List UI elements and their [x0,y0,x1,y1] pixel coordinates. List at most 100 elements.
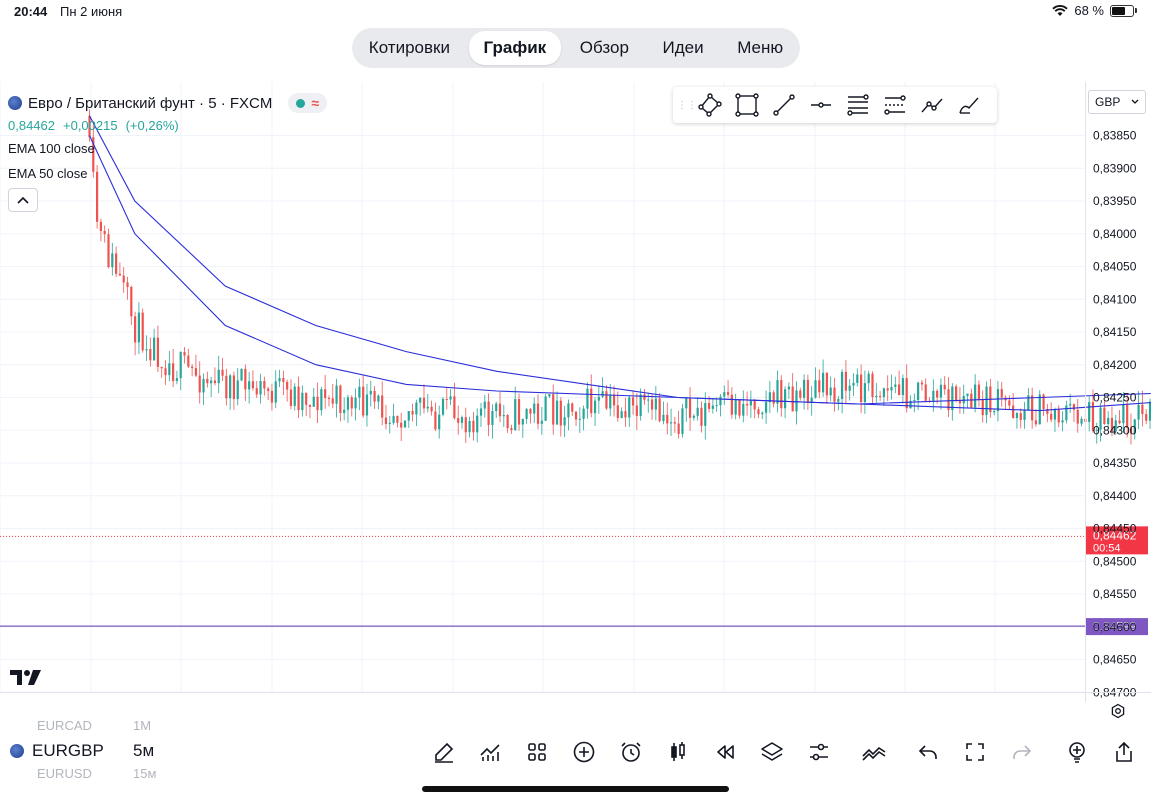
tab-quotes[interactable]: Котировки [368,38,450,57]
candle-body [1012,405,1015,419]
tab-overview[interactable]: Обзор [579,38,629,57]
candle [745,391,749,416]
interval-picker[interactable]: 5м [133,741,155,760]
candle [1031,387,1034,429]
candle-body [920,382,924,385]
path-tool-button[interactable] [691,87,728,123]
horizontal-ray-tool-button[interactable] [802,87,839,123]
candle-body [130,286,133,317]
candle-body [274,381,277,403]
candle-body [1076,409,1079,424]
candle [236,368,239,406]
candle [183,346,186,364]
parallel-channel-icon [883,95,906,115]
rectangle-tool-button[interactable] [728,87,765,123]
compare-button[interactable] [570,738,598,766]
object-tree-button[interactable] [758,738,786,766]
candle-body [191,366,194,369]
candle [426,393,429,413]
auto-fit-button[interactable] [860,738,888,766]
projection-tool-button[interactable] [913,87,950,123]
alert-button[interactable] [617,738,645,766]
candle-body [909,400,912,409]
indicators-button[interactable] [476,738,504,766]
candle [327,395,331,407]
parallel-channel-tool-button[interactable] [876,87,913,123]
candle [1145,408,1148,425]
drag-handle-icon[interactable]: ⋮⋮ [677,99,697,111]
ideas-button[interactable] [1063,738,1091,766]
candle-body [282,378,285,382]
legend-title-row[interactable]: Евро / Британский фунт · 5 · FXCM ≈ [8,92,328,114]
candle [658,392,661,423]
candle [764,390,768,424]
brush-icon [958,97,979,114]
market-status-pill[interactable]: ≈ [288,93,328,113]
candle-body [259,381,262,395]
candle [301,385,304,417]
candle-body [787,386,790,390]
candle [536,394,540,430]
symbol-picker[interactable]: EURGBP [10,741,104,761]
candle-body [396,415,399,423]
currency-select[interactable]: GBP [1088,90,1146,114]
trend-line-tool-button[interactable] [765,87,802,123]
redo-button[interactable] [1008,738,1036,766]
candle [331,384,334,409]
candle-body [962,395,965,404]
undo-button[interactable] [914,738,942,766]
gear-icon[interactable] [1110,703,1126,719]
candle-body [605,391,608,409]
candle [229,373,232,410]
candle [863,370,867,414]
brush-tool-button[interactable] [950,87,987,123]
redo-icon [1013,745,1032,759]
candle-body [221,369,224,376]
candle [1023,401,1026,429]
candle-body [312,396,315,407]
tab-menu[interactable]: Меню [737,38,784,57]
candles-icon [671,742,685,761]
chart-type-button[interactable] [664,738,692,766]
candle-body [354,397,357,409]
candle-body [343,409,346,414]
candle [278,369,281,387]
candle [126,276,129,300]
indicator-ema-50[interactable]: EMA 50 close [8,166,88,181]
symbol-title: Евро / Британский фунт · 5 · FXCM [28,94,273,112]
candle-body [255,388,258,395]
ghost-symbol-above: EURCAD [37,718,92,733]
drawing-tools-button[interactable] [430,738,458,766]
candle [1099,402,1102,442]
candle-body [301,392,304,411]
path-icon [697,93,722,117]
layouts-button[interactable] [523,738,551,766]
candle-body [829,387,832,396]
candle [244,364,247,402]
share-button[interactable] [1110,738,1138,766]
candle [574,411,578,426]
candle-body [958,400,962,404]
fullscreen-button[interactable] [961,738,989,766]
fib-retracement-tool-button[interactable] [839,87,876,123]
candle-body [225,375,228,399]
candle [1038,390,1041,425]
tab-chart[interactable]: График [468,31,562,65]
candle-body [476,415,479,433]
candle [609,383,612,417]
candle [453,382,456,420]
candle-body [993,411,996,413]
candle-body [726,392,730,395]
eu-flag-icon [10,744,24,758]
replay-button[interactable] [711,738,739,766]
candle-body [730,394,733,415]
candle-body [134,316,137,343]
chart-settings-button[interactable] [805,738,833,766]
price-tick-label: 0,83850 [1093,129,1137,143]
tab-ideas[interactable]: Идеи [662,38,704,57]
candle-body [1072,404,1076,410]
indicator-ema-100[interactable]: EMA 100 close [8,141,95,156]
candle-body [1057,409,1060,423]
collapse-legend-button[interactable] [8,188,38,212]
